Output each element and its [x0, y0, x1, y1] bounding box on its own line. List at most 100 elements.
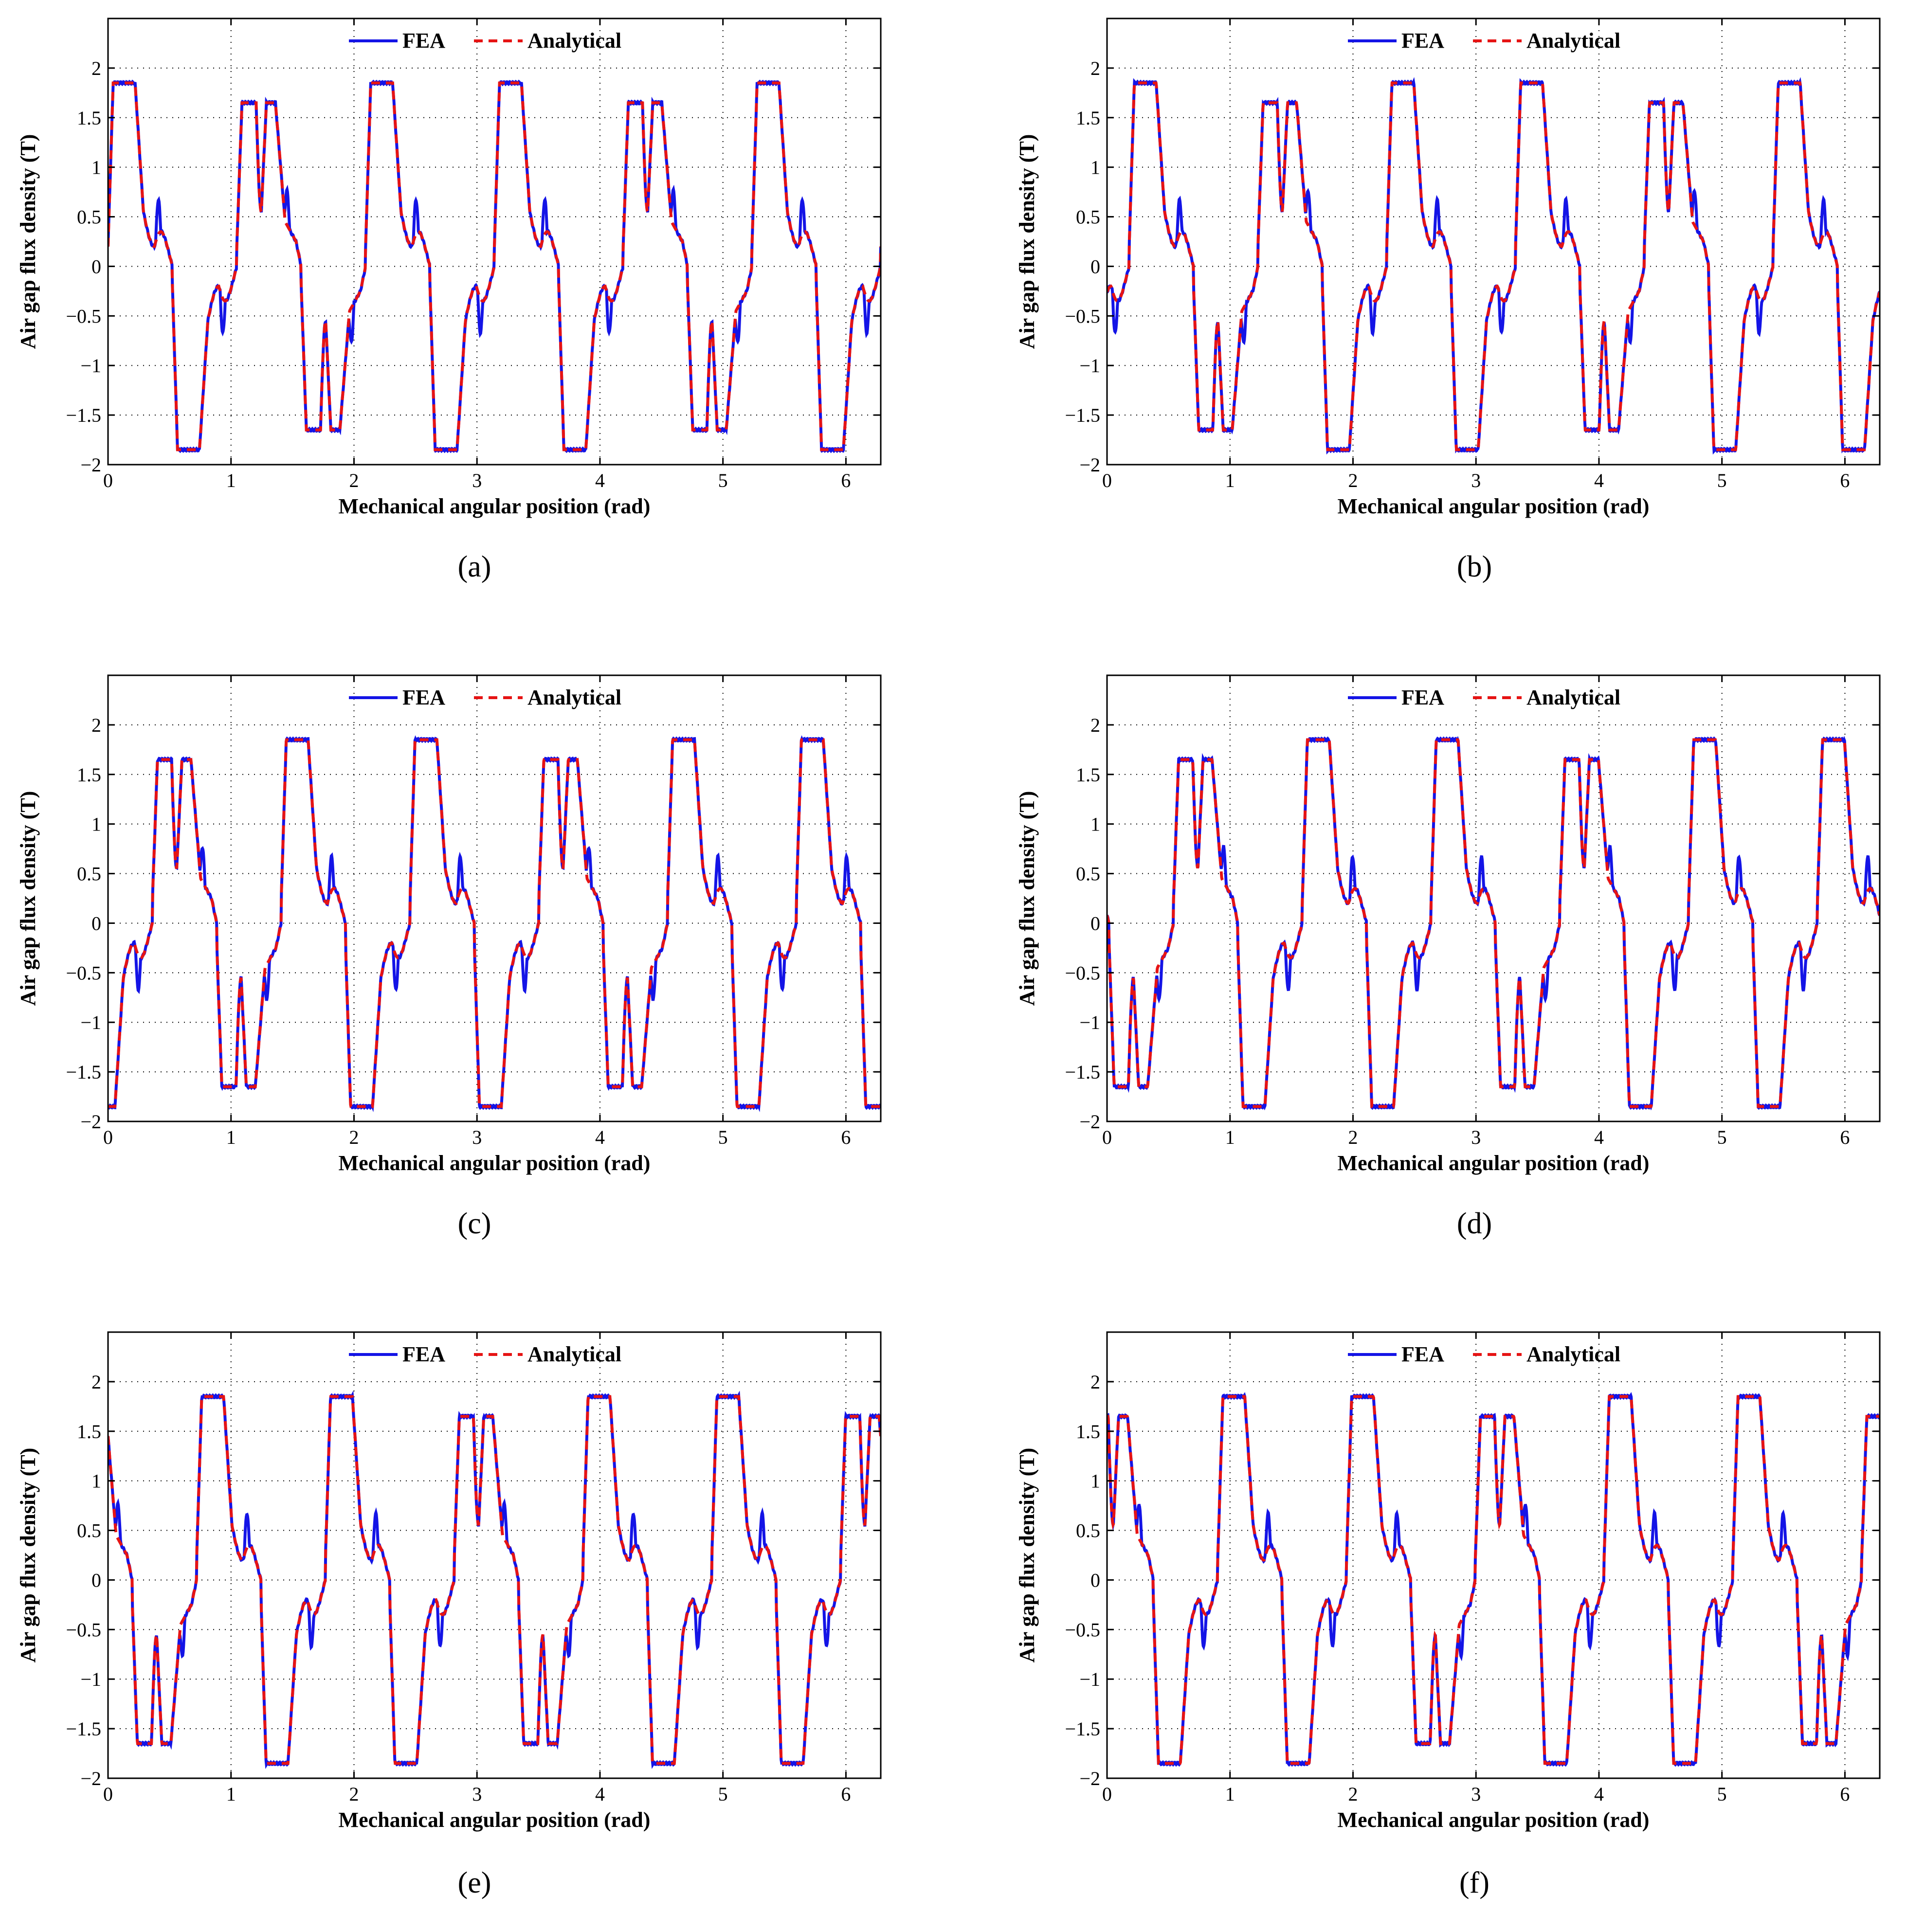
x-tick-label: 3: [1471, 469, 1481, 491]
y-tick-label: 2: [91, 57, 101, 79]
y-tick-label: 0: [1090, 912, 1100, 934]
y-tick-label: −0.5: [66, 962, 101, 984]
x-tick-label: 1: [1225, 469, 1235, 491]
x-tick-label: 0: [103, 1783, 113, 1805]
x-tick-label: 0: [103, 1126, 113, 1148]
legend-label-fea: FEA: [1401, 29, 1444, 53]
x-tick-label: 3: [1471, 1126, 1481, 1148]
panel-caption: (a): [458, 550, 491, 583]
y-tick-label: −1.5: [66, 1718, 101, 1740]
x-tick-label: 4: [595, 1126, 605, 1148]
series-line-fea: [108, 79, 881, 453]
x-tick-label: 1: [226, 469, 236, 491]
panel-f: 0 1 2 3 4 5 6 −2 −1.5 −1 −0.5 0 0.5 1 1.5 2 Mechanical a…: [1015, 1331, 1881, 1899]
y-tick-label: −2: [1079, 454, 1100, 476]
panel-a: 0 1 2 3 4 5 6 −2 −1.5 −1 −0.5 0 0.5 1 1.5 2 Mechanical a…: [16, 18, 882, 583]
y-tick-label: 1: [1090, 157, 1100, 179]
y-tick-label: 1: [1090, 1470, 1100, 1492]
y-tick-label: −1.5: [1065, 1061, 1100, 1083]
y-tick-label: −1: [1079, 1668, 1100, 1690]
x-tick-label: 4: [595, 1783, 605, 1805]
x-tick-label: 6: [841, 1126, 851, 1148]
x-tick-label: 3: [472, 469, 482, 491]
y-tick-label: −1.5: [1065, 404, 1100, 426]
legend-label-fea: FEA: [402, 686, 445, 709]
x-tick-label: 6: [1840, 469, 1850, 491]
legend-label-fea: FEA: [402, 29, 445, 53]
plot-frame: [107, 18, 882, 466]
x-tick-label: 4: [1594, 1783, 1604, 1805]
x-axis-label: Mechanical angular position (rad): [1338, 494, 1650, 518]
y-axis-label: Air gap flux density (T): [1015, 134, 1039, 349]
y-tick-label: 1.5: [1076, 1421, 1100, 1443]
y-tick-label: −2: [80, 1768, 101, 1789]
series-line-analytical: [108, 738, 881, 1108]
legend-label-analytical: Analytical: [527, 1342, 621, 1366]
x-axis-label: Mechanical angular position (rad): [339, 494, 651, 518]
legend-label-analytical: Analytical: [1526, 29, 1620, 53]
x-tick-label: 5: [718, 1783, 728, 1805]
x-tick-label: 1: [226, 1783, 236, 1805]
panel-caption: (e): [458, 1866, 491, 1899]
x-tick-label: 0: [1102, 1783, 1112, 1805]
series-line-analytical: [108, 81, 881, 451]
legend-label-analytical: Analytical: [1526, 686, 1620, 709]
y-tick-label: 2: [1090, 714, 1100, 736]
y-tick-label: 1.5: [77, 764, 101, 786]
x-tick-label: 1: [1225, 1126, 1235, 1148]
y-tick-label: −0.5: [66, 1619, 101, 1641]
x-axis-label: Mechanical angular position (rad): [1338, 1151, 1650, 1175]
x-tick-label: 3: [472, 1783, 482, 1805]
x-tick-label: 6: [1840, 1783, 1850, 1805]
y-tick-label: −1: [1079, 355, 1100, 377]
series-line-analytical: [1107, 738, 1880, 1108]
y-tick-label: 0.5: [77, 863, 101, 885]
y-tick-label: −2: [1079, 1111, 1100, 1133]
x-axis-label: Mechanical angular position (rad): [339, 1808, 651, 1832]
y-tick-label: −2: [1079, 1768, 1100, 1789]
x-tick-label: 6: [1840, 1126, 1850, 1148]
y-tick-label: 0: [91, 255, 101, 277]
x-tick-label: 5: [1717, 1126, 1727, 1148]
y-tick-label: −1: [80, 1011, 101, 1033]
x-tick-label: 2: [349, 469, 359, 491]
x-tick-label: 0: [1102, 469, 1112, 491]
plot-frame: [1106, 674, 1881, 1122]
y-tick-label: 1.5: [77, 1421, 101, 1443]
x-tick-label: 3: [472, 1126, 482, 1148]
legend-label-analytical: Analytical: [1526, 1342, 1620, 1366]
y-tick-label: 0.5: [1076, 1520, 1100, 1542]
y-tick-label: 0: [91, 912, 101, 934]
plot-frame: [1106, 1331, 1881, 1779]
y-tick-label: 1.5: [1076, 107, 1100, 129]
y-tick-label: 2: [91, 1371, 101, 1393]
y-tick-label: 1: [1090, 813, 1100, 835]
y-tick-label: −0.5: [1065, 962, 1100, 984]
y-tick-label: 1: [91, 157, 101, 179]
series-line-analytical: [1107, 81, 1880, 451]
x-tick-label: 0: [103, 469, 113, 491]
y-axis-label: Air gap flux density (T): [16, 791, 40, 1006]
panel-caption: (f): [1459, 1866, 1489, 1899]
y-tick-label: −1.5: [66, 404, 101, 426]
legend-label-fea: FEA: [1401, 1342, 1444, 1366]
plot-frame: [1106, 18, 1881, 466]
y-tick-label: −1.5: [66, 1061, 101, 1083]
y-tick-label: 0: [91, 1569, 101, 1591]
y-tick-label: 1.5: [1076, 764, 1100, 786]
series-line-fea: [108, 735, 881, 1112]
series-line-fea: [108, 1390, 881, 1769]
x-tick-label: 5: [1717, 1783, 1727, 1805]
x-tick-label: 2: [349, 1783, 359, 1805]
y-tick-label: −2: [80, 454, 101, 476]
legend-label-analytical: Analytical: [527, 686, 621, 709]
panel-b: 0 1 2 3 4 5 6 −2 −1.5 −1 −0.5 0 0.5 1 1.5 2 Mechanical a…: [1015, 18, 1881, 583]
x-tick-label: 0: [1102, 1126, 1112, 1148]
legend-label-fea: FEA: [1401, 686, 1444, 709]
y-tick-label: 1: [91, 1470, 101, 1492]
y-tick-label: 0.5: [1076, 863, 1100, 885]
legend-label-analytical: Analytical: [527, 29, 621, 53]
series-line-analytical: [1107, 1395, 1880, 1765]
y-tick-label: 0: [1090, 1569, 1100, 1591]
